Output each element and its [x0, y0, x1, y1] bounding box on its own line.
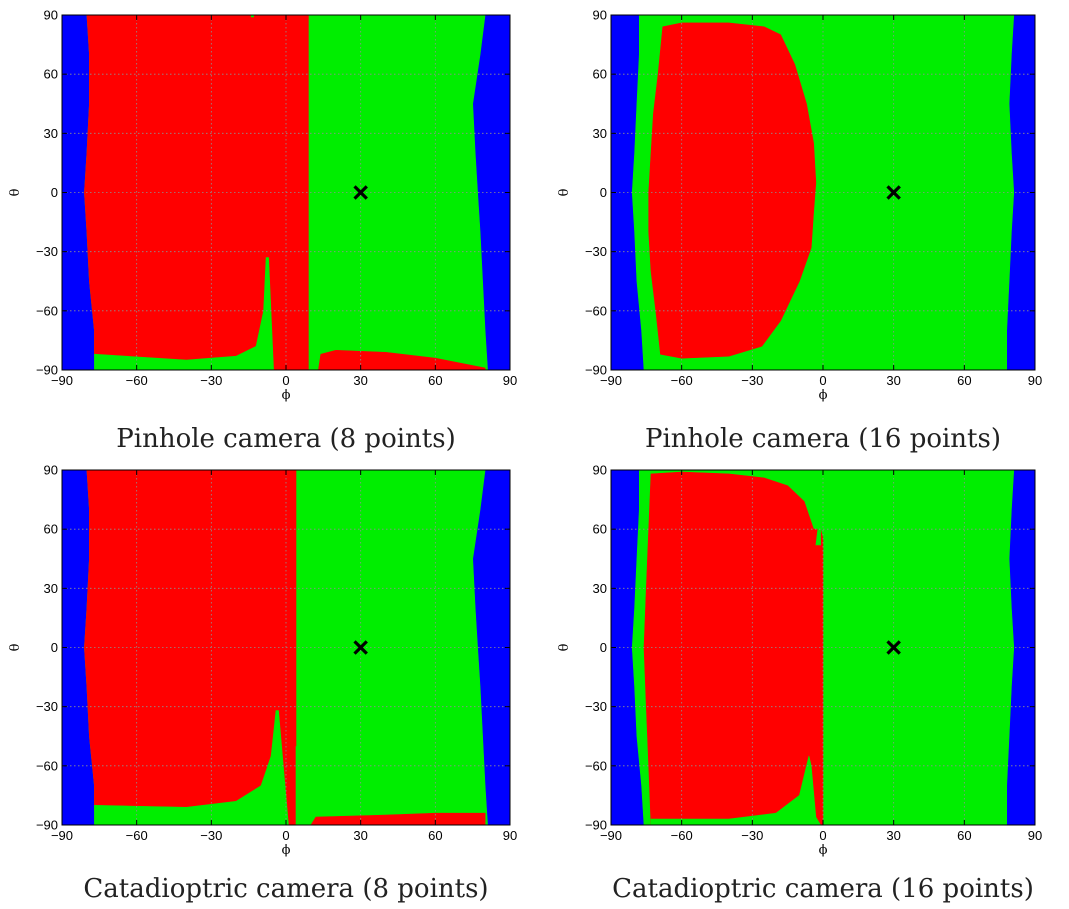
reference-marker: [353, 185, 368, 200]
region-green-2: [94, 257, 274, 370]
y-tick-label: 0: [600, 640, 607, 655]
x-tick-label: 0: [819, 373, 826, 388]
region-red-4: [310, 812, 486, 825]
x-tick-label: −30: [200, 373, 222, 388]
y-axis-label: θ: [8, 188, 23, 196]
x-tick-label: 90: [1028, 828, 1042, 843]
y-tick-label: 0: [51, 640, 58, 655]
y-tick-label: −60: [585, 758, 607, 773]
y-axis-label: θ: [557, 643, 572, 651]
marker-stroke: [353, 185, 368, 200]
region-red-1: [648, 22, 817, 359]
marker-stroke: [886, 185, 901, 200]
marker-stroke: [353, 640, 368, 655]
x-tick-label: 60: [957, 828, 971, 843]
region-green-2: [94, 710, 289, 825]
chart-panel-pinhole-16-points: −90 −60 −30 0 30 60 90 −90 −60 −30 0 30 60 90 ϕ θ Pinhol…: [557, 8, 1042, 455]
y-tick-label: 30: [44, 581, 58, 596]
x-tick-label: −60: [126, 828, 148, 843]
y-tick-label: 0: [600, 185, 607, 200]
x-tick-label: 0: [282, 828, 289, 843]
x-tick-label: 60: [428, 828, 442, 843]
y-tick-label: 90: [593, 8, 607, 23]
x-axis-label: ϕ: [819, 843, 828, 858]
x-tick-label: −30: [200, 828, 222, 843]
y-tick-label: 90: [44, 463, 58, 478]
chart-panel-catadioptric-8-points: −90 −60 −30 0 30 60 90 −90 −60 −30 0 30 60 90 ϕ θ Catadi…: [8, 463, 517, 905]
x-tick-label: 0: [819, 828, 826, 843]
reference-marker: [886, 185, 901, 200]
y-tick-label: −30: [585, 244, 607, 259]
x-tick-label: 0: [282, 373, 289, 388]
x-tick-label: 90: [1028, 373, 1042, 388]
y-tick-label: 90: [593, 463, 607, 478]
y-tick-label: −30: [36, 699, 58, 714]
x-tick-label: −60: [671, 828, 693, 843]
y-tick-label: −60: [585, 303, 607, 318]
y-tick-label: −90: [585, 363, 607, 378]
y-tick-label: 30: [44, 126, 58, 141]
y-tick-label: 30: [593, 126, 607, 141]
x-tick-label: 30: [353, 828, 367, 843]
x-tick-label: 60: [428, 373, 442, 388]
region-green-2: [650, 755, 821, 825]
marker-stroke: [886, 640, 901, 655]
y-tick-label: 60: [44, 67, 58, 82]
x-tick-label: −30: [741, 373, 763, 388]
reference-marker: [886, 640, 901, 655]
y-tick-label: −60: [36, 303, 58, 318]
region-green-3: [815, 524, 821, 546]
region-green-3: [295, 746, 312, 825]
y-tick-label: −30: [585, 699, 607, 714]
panel-caption: Pinhole camera (8 points): [116, 424, 455, 454]
x-tick-label: −30: [741, 828, 763, 843]
y-tick-label: 60: [593, 67, 607, 82]
y-axis-label: θ: [8, 643, 23, 651]
panel-caption: Pinhole camera (16 points): [645, 424, 1001, 454]
y-tick-label: 30: [593, 581, 607, 596]
x-tick-label: 30: [353, 373, 367, 388]
x-tick-label: −90: [600, 828, 622, 843]
x-tick-label: 60: [957, 373, 971, 388]
grid-lines: [611, 15, 1035, 370]
x-axis-label: ϕ: [282, 843, 291, 858]
grid-lines: [62, 15, 510, 370]
x-tick-label: −60: [671, 373, 693, 388]
grid-lines: [611, 470, 1035, 825]
y-tick-label: −30: [36, 244, 58, 259]
y-tick-label: −90: [36, 363, 58, 378]
y-tick-label: 0: [51, 185, 58, 200]
x-tick-label: 30: [886, 373, 900, 388]
chart-panel-catadioptric-16-points: −90 −60 −30 0 30 60 90 −90 −60 −30 0 30 60 90 ϕ θ Catadi…: [557, 463, 1042, 905]
x-tick-label: −90: [600, 373, 622, 388]
reference-marker: [353, 640, 368, 655]
x-axis-label: ϕ: [819, 388, 828, 403]
x-tick-label: −60: [126, 373, 148, 388]
panel-caption: Catadioptric camera (16 points): [612, 874, 1034, 904]
x-tick-label: 30: [886, 828, 900, 843]
panel-caption: Catadioptric camera (8 points): [83, 874, 488, 904]
region-red-1: [84, 15, 309, 370]
y-tick-label: 60: [593, 522, 607, 537]
x-tick-label: −90: [51, 373, 73, 388]
y-tick-label: −90: [36, 818, 58, 833]
y-tick-label: −90: [585, 818, 607, 833]
x-tick-label: 90: [503, 373, 517, 388]
x-tick-label: −90: [51, 828, 73, 843]
x-axis-label: ϕ: [282, 388, 291, 403]
y-tick-label: 60: [44, 522, 58, 537]
y-tick-label: 90: [44, 8, 58, 23]
region-red-1: [643, 471, 824, 825]
x-tick-label: 90: [503, 828, 517, 843]
y-axis-label: θ: [557, 188, 572, 196]
chart-panel-pinhole-8-points: −90 −60 −30 0 30 60 90 −90 −60 −30 0 30 60 90 ϕ θ Pinhol…: [8, 8, 517, 455]
y-tick-label: −60: [36, 758, 58, 773]
